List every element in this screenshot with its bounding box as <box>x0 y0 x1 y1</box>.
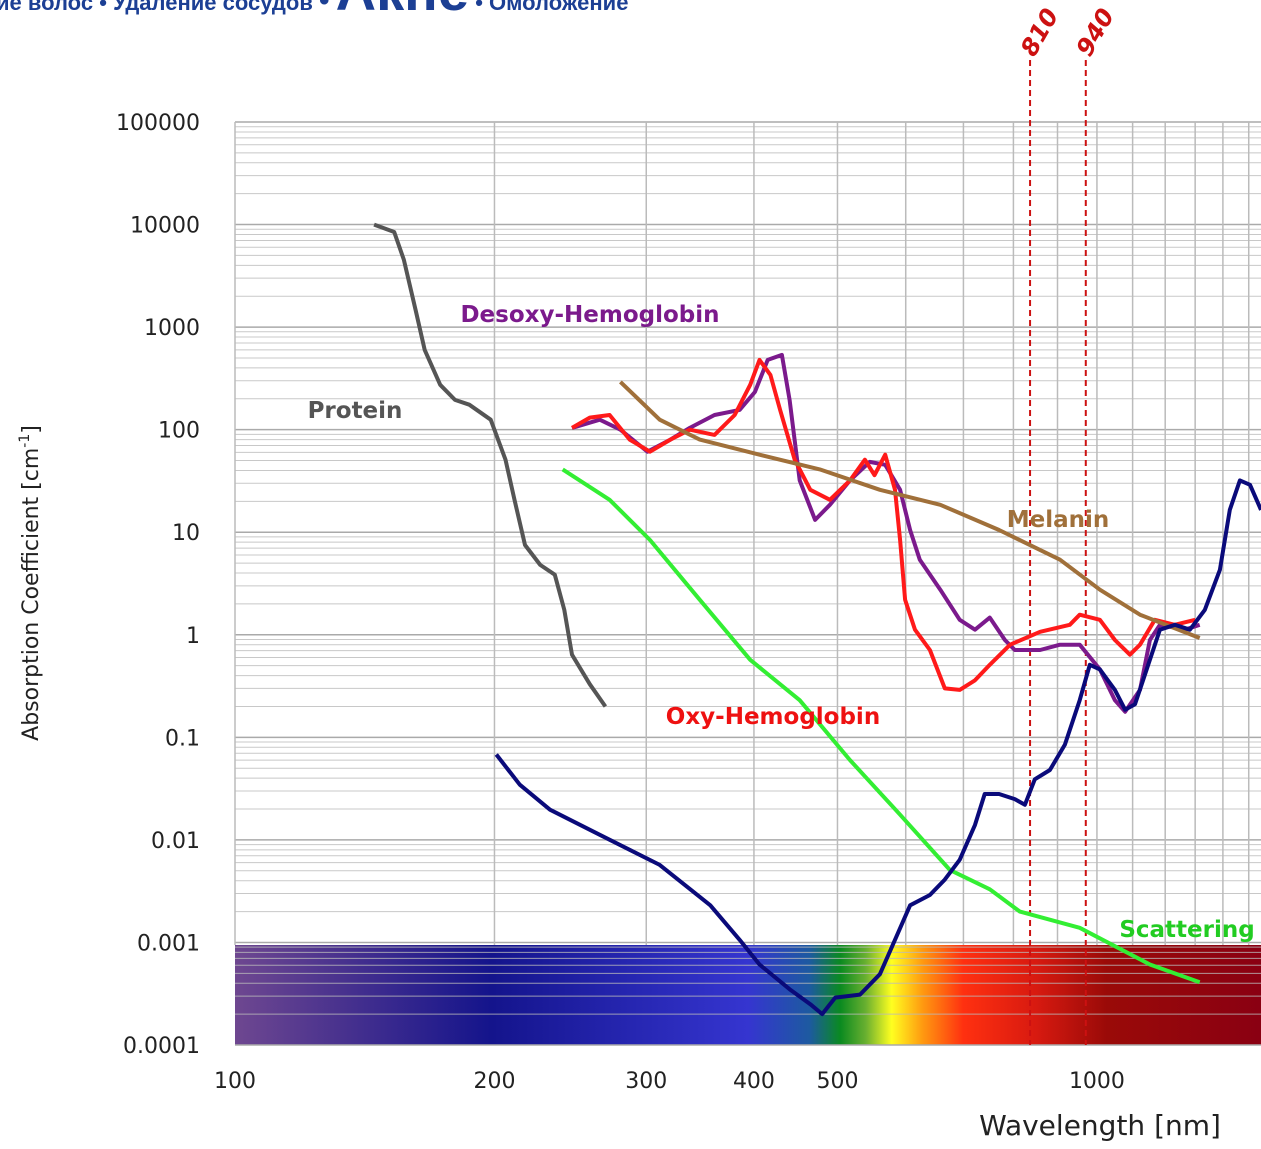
y-tick-label: 10 <box>172 521 200 546</box>
header-separator: • <box>319 0 330 17</box>
y-tick-label: 0.01 <box>151 829 200 854</box>
header: ие волос • Удаление сосудов • Акне • Омо… <box>0 0 628 22</box>
header-item: Акне <box>336 0 469 22</box>
y-tick-label: 0.001 <box>137 931 200 956</box>
reference-label: 810 <box>1015 4 1064 61</box>
y-tick-label: 100000 <box>116 111 200 136</box>
y-tick-label: 10000 <box>130 214 200 239</box>
series-label: Scattering <box>1119 917 1254 943</box>
reference-label: 940 <box>1071 4 1120 61</box>
y-tick-label: 0.0001 <box>123 1034 200 1059</box>
y-tick-label: 1000 <box>144 316 200 341</box>
x-tick-label: 300 <box>625 1069 667 1094</box>
series-label: Protein <box>308 398 403 424</box>
x-tick-label: 1000 <box>1069 1069 1125 1094</box>
y-axis-label-text: Absorption Coefficient [cm <box>19 448 44 741</box>
series-label: Desoxy-Hemoglobin <box>460 302 719 328</box>
spectrum-bar <box>235 945 1261 1045</box>
x-tick-label: 500 <box>816 1069 858 1094</box>
series-line <box>571 352 1201 714</box>
y-axis-label-end: ] <box>19 425 44 434</box>
header-separator: • <box>99 0 107 15</box>
y-tick-label: 0.1 <box>165 726 200 751</box>
header-item: Удаление сосудов <box>113 0 313 15</box>
series-line <box>561 467 1201 985</box>
x-tick-label: 100 <box>214 1069 256 1094</box>
series-line <box>494 478 1261 1017</box>
header-item: Омоложение <box>489 0 628 15</box>
series-line <box>570 357 1196 692</box>
series-label: Oxy-Hemoglobin <box>666 704 880 730</box>
series-line <box>373 222 608 708</box>
x-tick-label: 200 <box>473 1069 515 1094</box>
y-tick-label: 100 <box>158 419 200 444</box>
y-axis-label: Absorption Coefficient [cm-1] <box>17 425 44 741</box>
header-separator: • <box>475 0 483 15</box>
y-tick-label: 1 <box>186 624 200 649</box>
series-label: Melanin <box>1007 507 1110 533</box>
y-axis-label-sup: -1 <box>17 434 33 448</box>
x-axis-label: Wavelength [nm] <box>979 1109 1221 1142</box>
header-item: ие волос <box>0 0 93 15</box>
series-line <box>619 380 1201 640</box>
x-tick-label: 400 <box>733 1069 775 1094</box>
